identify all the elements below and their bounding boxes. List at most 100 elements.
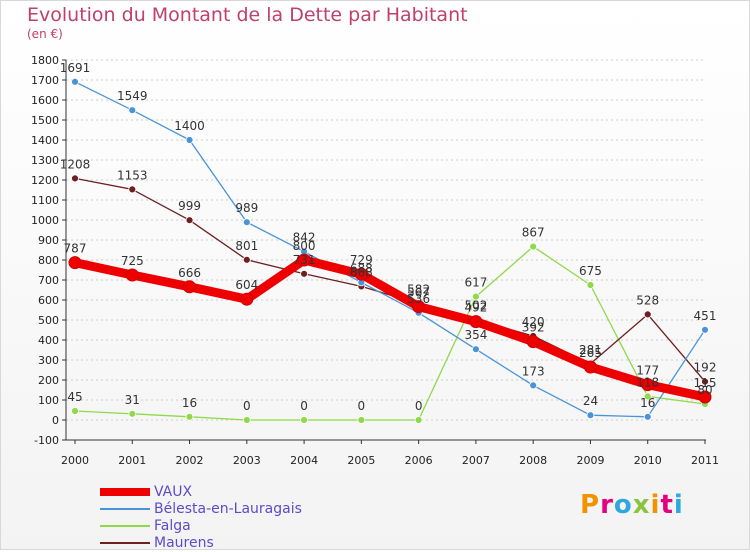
y-tick-label: 400 [38,334,59,347]
legend-label: Bélesta-en-Lauragais [154,501,302,517]
y-tick-label: 800 [38,254,59,267]
data-point [183,280,197,294]
legend-swatch [100,542,150,544]
data-point [242,255,251,264]
data-label: 800 [293,239,316,253]
data-label: 688 [350,261,373,275]
legend-swatch [100,525,150,527]
data-point [643,310,652,319]
x-tick-label: 2001 [118,454,146,467]
data-point [701,325,709,334]
data-point [472,292,480,301]
data-point [583,360,597,374]
data-point [242,416,251,424]
x-tick-label: 2009 [576,454,604,467]
data-label: 24 [583,394,598,408]
x-tick-label: 2010 [634,454,662,467]
data-point [71,407,79,415]
data-point [185,216,194,225]
data-label: 31 [125,393,140,407]
data-label: 567 [407,286,430,300]
data-label: 45 [67,390,82,404]
logo-letter: i [650,490,661,520]
x-tick-label: 2003 [233,454,261,467]
data-label: 867 [522,226,545,240]
data-label: 675 [579,264,602,278]
series-line-falga [74,245,706,421]
data-label: 801 [235,239,258,253]
data-point [125,268,139,282]
proxiti-logo: Proxiti [580,490,684,520]
data-label: 1153 [117,168,148,182]
data-point [701,377,709,386]
data-label: 731 [293,253,316,267]
data-label: 451 [694,309,717,323]
logo-letter: P [580,490,601,520]
data-point [128,106,137,115]
y-tick-label: 900 [38,234,59,247]
data-point [526,335,540,349]
data-point [586,281,595,289]
series-line-b-lesta-en-lauragais [74,81,706,418]
logo-letter: r [600,490,614,520]
data-point [297,253,311,267]
legend-swatch [100,488,150,496]
data-point [586,411,595,420]
data-point [300,269,308,278]
data-label: 0 [243,399,251,413]
y-tick-label: 1500 [31,114,59,127]
y-tick-label: 600 [38,294,59,307]
data-point [300,416,308,424]
data-label: 392 [522,321,545,335]
data-label: 16 [640,396,655,410]
data-label: 80 [697,383,712,397]
y-tick-label: 700 [38,274,59,287]
data-label: 118 [636,375,659,389]
data-label: 536 [407,292,430,306]
x-tick-label: 2000 [61,454,89,467]
chart-title: Evolution du Montant de la Dette par Hab… [27,4,468,26]
data-label: 1400 [174,119,205,133]
data-label: 528 [636,293,659,307]
data-label: 354 [464,328,487,342]
legend-swatch [100,508,150,510]
logo-letter: t [660,490,674,520]
logo-letter: x [632,490,651,520]
data-point [240,292,254,306]
data-point [529,242,538,251]
data-point [128,185,137,194]
data-label: 668 [350,265,373,279]
data-label: 1208 [60,157,91,171]
y-tick-label: 1600 [31,94,59,107]
y-tick-label: 100 [38,394,59,407]
data-point [185,136,194,144]
data-label: 617 [464,276,487,290]
chart-subtitle: (en €) [27,27,63,41]
y-tick-label: 1100 [31,194,59,207]
data-point [71,77,79,86]
data-label: 729 [350,253,373,267]
data-label: 420 [522,315,545,329]
data-label: 666 [178,266,201,280]
legend-label: VAUX [154,484,193,500]
y-tick-label: 1300 [31,154,59,167]
data-label: 502 [464,299,487,313]
y-tick-label: 500 [38,314,59,327]
y-tick-label: 1000 [31,214,59,227]
data-label: 173 [522,364,545,378]
y-tick-label: -100 [34,434,59,447]
data-label: 281 [579,343,602,357]
data-point [357,416,366,424]
x-tick-label: 2011 [691,454,719,467]
data-label: 989 [235,201,258,215]
data-label: 265 [579,346,602,360]
logo-letter: i [673,490,684,520]
data-point [128,409,137,418]
data-label: 725 [121,254,144,268]
x-tick-label: 2008 [519,454,547,467]
data-label: 0 [300,399,308,413]
legend-label: Maurens [154,535,214,551]
data-label: 582 [407,283,430,297]
data-label: 192 [694,361,717,375]
